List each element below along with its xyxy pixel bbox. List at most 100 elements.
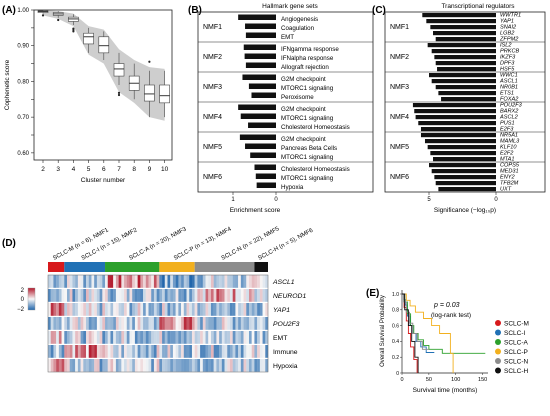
heatmap-cell (151, 331, 155, 344)
heatmap-cell (246, 317, 250, 330)
heatmap-cell (221, 303, 225, 316)
subtype-bar-segment (48, 262, 65, 272)
heatmap-cell (205, 303, 209, 316)
heatmap-cell (94, 289, 98, 302)
heatmap-cell (61, 303, 65, 316)
heatmap-cell (69, 345, 73, 358)
heatmap-cell (164, 275, 168, 288)
heatmap-cell (56, 317, 60, 330)
heatmap-cell (69, 331, 73, 344)
panel-e-legend: SCLC-M SCLC-I SCLC-A SCLC-P SCLC-N SCLC-H (495, 320, 529, 375)
heatmap-cell (254, 345, 258, 358)
heatmap-cell (94, 345, 98, 358)
panel-b-hallmark-bars: (B) Hallmark gene sets NMF1 Angiogenesis C… (188, 3, 374, 214)
heatmap-cell (189, 345, 193, 358)
bar (429, 163, 496, 168)
heatmap-cell (232, 289, 236, 302)
bar-label: IFNgamma response (281, 46, 339, 53)
heatmap-cell (210, 303, 214, 316)
bar (435, 85, 496, 90)
heatmap-cell (229, 345, 233, 358)
heatmap-cell (257, 289, 261, 302)
heatmap-border (47, 274, 269, 373)
panel-c-x-tick-0: 0 (494, 197, 498, 203)
heatmap-cell (134, 359, 138, 372)
heatmap-cell (213, 317, 217, 330)
heatmap-cell (224, 317, 228, 330)
heatmap-row (48, 275, 269, 288)
heatmap-cell (107, 275, 111, 288)
heatmap-cell (96, 303, 100, 316)
heatmap-cell (94, 359, 98, 372)
heatmap-cell (124, 289, 127, 302)
heatmap-cell (257, 331, 261, 344)
box (144, 84, 155, 102)
heatmap-cell (265, 275, 269, 288)
heatmap-cell (183, 331, 187, 344)
legend-label: SCLC-I (504, 330, 526, 337)
heatmap-cell (216, 317, 220, 330)
heatmap-cell (197, 331, 201, 344)
heatmap-cell (102, 331, 106, 344)
heatmap-cell (259, 275, 263, 288)
bar (435, 61, 496, 66)
heatmap-cell (262, 359, 266, 372)
heatmap-cell (143, 331, 146, 344)
y-tick-label: 0.60 (17, 151, 29, 157)
heatmap-cell (183, 275, 187, 288)
heatmap-cell (107, 289, 111, 302)
bar (251, 92, 276, 98)
heatmap-cell (194, 331, 198, 344)
heatmap-cell (115, 331, 119, 344)
heatmap-cell (129, 317, 133, 330)
heatmap-cell (77, 289, 81, 302)
bar-label: ETS1 (500, 91, 514, 97)
panel-e-survival-plot: (E) 1.0 0.8 0.6 0.4 0.2 0 0 50 100 150 Overall S… (366, 288, 529, 394)
heatmap-cell (208, 359, 212, 372)
y-tick-label: 1.0 (392, 292, 399, 298)
bar (244, 53, 276, 59)
heatmap-cell (213, 275, 217, 288)
heatmap-color-scale (27, 287, 36, 311)
heatmap-cell (105, 331, 108, 344)
bar (433, 31, 496, 36)
heatmap-cell (118, 275, 122, 288)
heatmap-cell (75, 275, 79, 288)
heatmap-cell (243, 289, 247, 302)
heatmap-cell (140, 359, 144, 372)
heatmap-cell (107, 317, 111, 330)
heatmap-cell (205, 359, 209, 372)
heatmap-cell (94, 275, 98, 288)
heatmap-cell (94, 303, 98, 316)
heatmap-cell (137, 289, 141, 302)
panel-e-test-name: (log-rank test) (431, 312, 471, 319)
group-nmf2: NMF2 IFNgamma response IFNalpha response Al… (198, 41, 373, 71)
heatmap-cell (167, 345, 171, 358)
box (113, 63, 125, 77)
heatmap-cell (96, 331, 100, 344)
group-label: NMF3 (203, 84, 222, 91)
bar-label: MTORC1 signaling (281, 175, 334, 182)
heatmap-cell (126, 331, 130, 344)
heatmap-cell (80, 275, 84, 288)
heatmap-cell (105, 345, 108, 358)
heatmap-cell (254, 289, 258, 302)
heatmap-cell (86, 359, 89, 372)
heatmap-cell (61, 359, 65, 372)
heatmap-cell (94, 331, 98, 344)
heatmap-cell (153, 303, 157, 316)
heatmap-cell (229, 317, 233, 330)
heatmap-cell (72, 303, 76, 316)
heatmap-cell (53, 345, 57, 358)
heatmap-cell (189, 331, 193, 344)
heatmap-cell (121, 359, 125, 372)
heatmap-cell (53, 331, 57, 344)
heatmap-cell (175, 303, 179, 316)
legend-swatch (495, 358, 501, 364)
bar-label: WWTR1 (500, 13, 521, 19)
bar-label: BARX2 (500, 109, 519, 115)
